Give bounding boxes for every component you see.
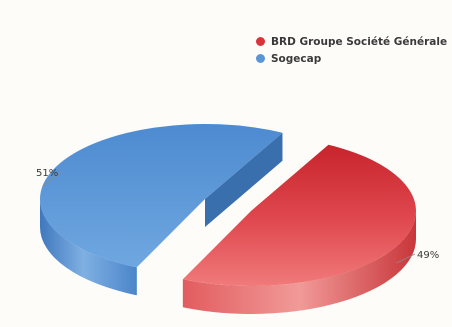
legend-label-brd: BRD Groupe Société Générale xyxy=(271,35,448,48)
data-label-brd: 49% xyxy=(417,250,439,261)
legend-item-sogecap: Sogecap xyxy=(256,50,447,67)
leader-line-sogecap xyxy=(42,171,63,187)
legend-swatch-sogecap xyxy=(256,54,265,63)
legend-item-brd: BRD Groupe Société Générale xyxy=(256,33,447,50)
leader-line-brd xyxy=(396,253,416,264)
pie-slice-sogecap-face xyxy=(205,132,283,227)
pie-slice-brd-side xyxy=(182,211,416,314)
pie-slice-sogecap-top xyxy=(39,123,283,268)
data-label-sogecap: 51% xyxy=(36,168,58,179)
legend-swatch-brd xyxy=(256,37,265,46)
pie-slice-sogecap xyxy=(39,123,283,296)
chart-legend: BRD Groupe Société Générale Sogecap xyxy=(256,33,447,67)
pie-slice-sogecap-side xyxy=(40,199,137,296)
pie-slice-brd-top xyxy=(182,144,416,286)
legend-label-sogecap: Sogecap xyxy=(271,52,322,65)
pie-slice-brd xyxy=(182,144,416,314)
